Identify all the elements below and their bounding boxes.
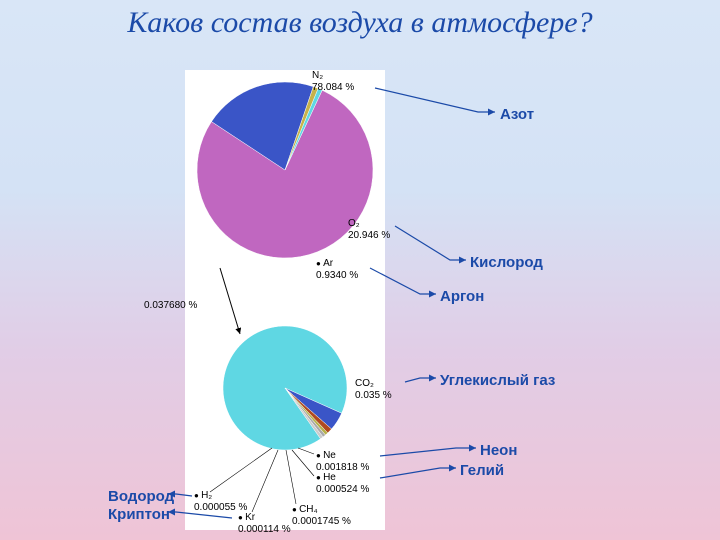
label-argon: Аргон xyxy=(440,288,484,305)
pie-bottom xyxy=(223,326,347,450)
dlabel-o2: O₂20.946 % xyxy=(348,218,390,241)
leader-neon xyxy=(380,448,476,456)
tick-line-0 xyxy=(298,448,314,454)
leader-azot xyxy=(375,88,495,112)
pie-top xyxy=(197,82,373,258)
leader-co2r xyxy=(405,378,436,382)
leader-kislorod xyxy=(395,226,466,260)
slide-root: Каков состав воздуха в атмосфере? N₂78.0… xyxy=(0,0,720,540)
label-neon: Неон xyxy=(480,442,517,459)
tick-line-2 xyxy=(286,450,296,504)
dlabel-co2: CO₂0.035 % xyxy=(355,378,392,401)
dlabel-kr: ● Kr0.000114 % xyxy=(238,512,291,535)
label-azot: Азот xyxy=(500,106,534,123)
leader-argon xyxy=(370,268,436,294)
zoom-arrow xyxy=(220,268,240,334)
label-kislorod: Кислород xyxy=(470,254,543,271)
dlabel-he: ● He0.000524 % xyxy=(316,472,369,495)
leader-geliy xyxy=(380,468,456,478)
label-geliy: Гелий xyxy=(460,462,504,479)
label-krr: Криптон xyxy=(108,506,170,523)
dlabel-rest: 0.037680 % xyxy=(144,300,197,312)
dlabel-ar: ● Ar0.9340 % xyxy=(316,258,358,281)
dlabel-n2: N₂78.084 % xyxy=(312,70,354,93)
label-h2r: Водород xyxy=(108,488,174,505)
dlabel-h2: ● H₂0.000055 % xyxy=(194,490,247,513)
tick-line-4 xyxy=(210,448,272,492)
label-co2r: Углекислый газ xyxy=(440,372,555,389)
dlabel-ch4: ● CH₄0.0001745 % xyxy=(292,504,351,527)
tick-line-1 xyxy=(292,450,314,476)
dlabel-ne: ● Ne0.001818 % xyxy=(316,450,369,473)
